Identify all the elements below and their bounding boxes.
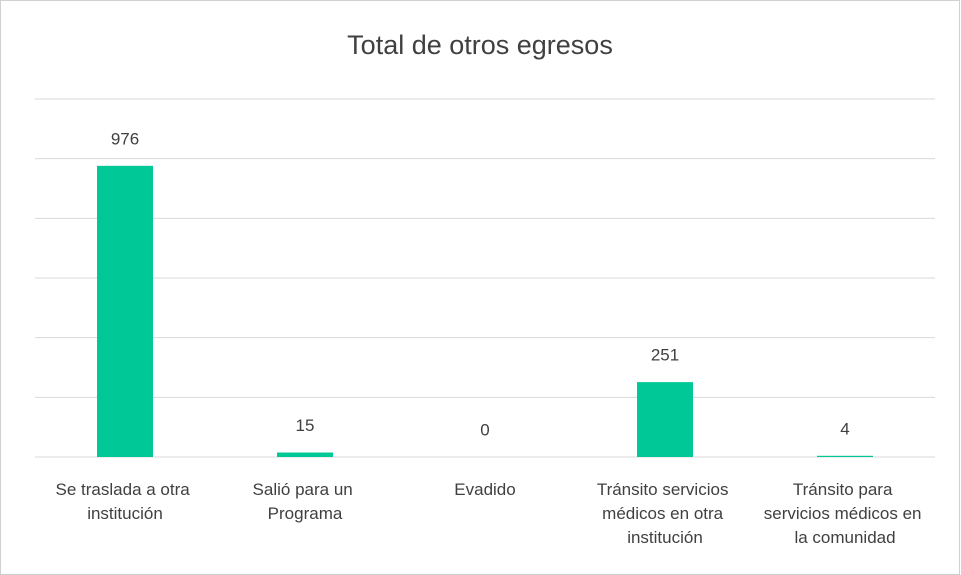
x-tick-label: Tránsito servicios médicos en otra insti… — [597, 480, 733, 547]
data-label: 15 — [296, 416, 315, 435]
data-label: 976 — [111, 129, 139, 148]
x-tick-label: Salió para un Programa — [253, 480, 358, 523]
bar — [817, 455, 873, 457]
data-label: 0 — [480, 420, 489, 439]
data-label: 4 — [840, 419, 849, 438]
data-label: 251 — [651, 346, 679, 365]
bar — [97, 165, 153, 457]
bar — [637, 382, 693, 457]
x-tick-label: Se traslada a otra institución — [56, 480, 195, 523]
bar — [277, 452, 333, 457]
chart-title: Total de otros egresos — [347, 30, 613, 60]
x-tick-label: Evadido — [454, 480, 515, 499]
x-tick-label: Tránsito para servicios médicos en la co… — [764, 480, 927, 547]
